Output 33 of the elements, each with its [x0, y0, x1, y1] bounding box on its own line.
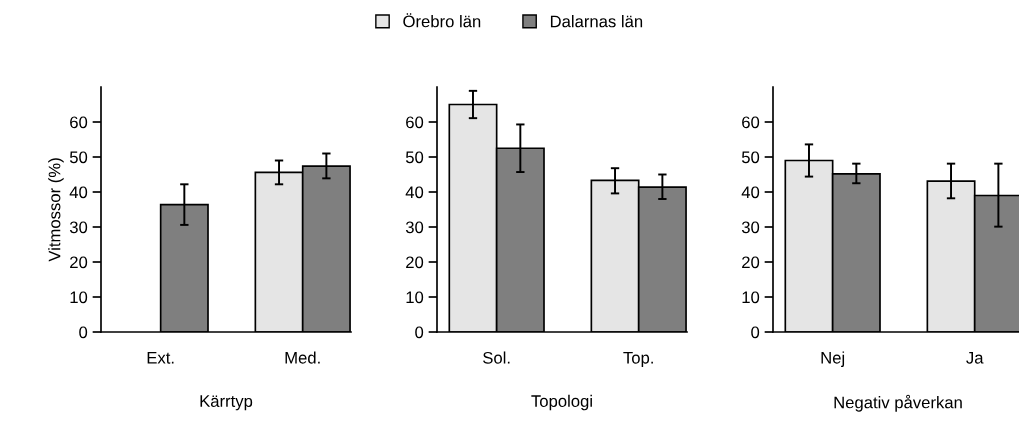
- x-tick-label: Ext.: [147, 352, 174, 364]
- y-tick-label: 0: [751, 326, 760, 339]
- y-tick-label: 50: [405, 151, 424, 164]
- y-tick-label: 0: [79, 326, 88, 339]
- legend-label: Dalarnas län: [550, 15, 643, 28]
- y-axis-title: Vitmossor (%): [48, 158, 64, 262]
- legend-label: Örebro län: [403, 13, 481, 28]
- y-tick-label: 40: [405, 186, 424, 199]
- y-tick-label: 20: [406, 256, 424, 269]
- y-tick-label: 30: [69, 221, 88, 234]
- y-tick-label: 60: [70, 116, 88, 129]
- y-tick-label: 20: [70, 256, 88, 269]
- y-tick-label: 20: [742, 256, 760, 269]
- x-axis-title: Negativ påverkan: [834, 394, 962, 412]
- y-tick-label: 40: [69, 186, 88, 199]
- x-tick-label: Ja: [966, 352, 984, 364]
- x-tick-label: Top.: [623, 352, 653, 367]
- y-tick-label: 60: [406, 116, 424, 129]
- x-tick-label: Sol.: [483, 351, 510, 364]
- y-tick-label: 40: [741, 186, 760, 199]
- y-tick-label: 30: [405, 221, 424, 234]
- y-tick-label: 10: [70, 291, 88, 304]
- y-tick-label: 10: [406, 291, 424, 304]
- y-tick-label: 10: [742, 291, 760, 304]
- y-tick-label: 30: [741, 221, 760, 234]
- x-tick-label: Med.: [285, 351, 320, 364]
- y-tick-label: 50: [741, 151, 760, 164]
- y-tick-label: 0: [415, 326, 424, 339]
- x-axis-title: Kärrtyp: [200, 395, 253, 411]
- y-tick-label: 60: [742, 116, 760, 129]
- y-tick-label: 50: [69, 151, 88, 164]
- x-tick-label: Nej: [821, 351, 845, 367]
- x-axis-title: Topologi: [531, 394, 592, 411]
